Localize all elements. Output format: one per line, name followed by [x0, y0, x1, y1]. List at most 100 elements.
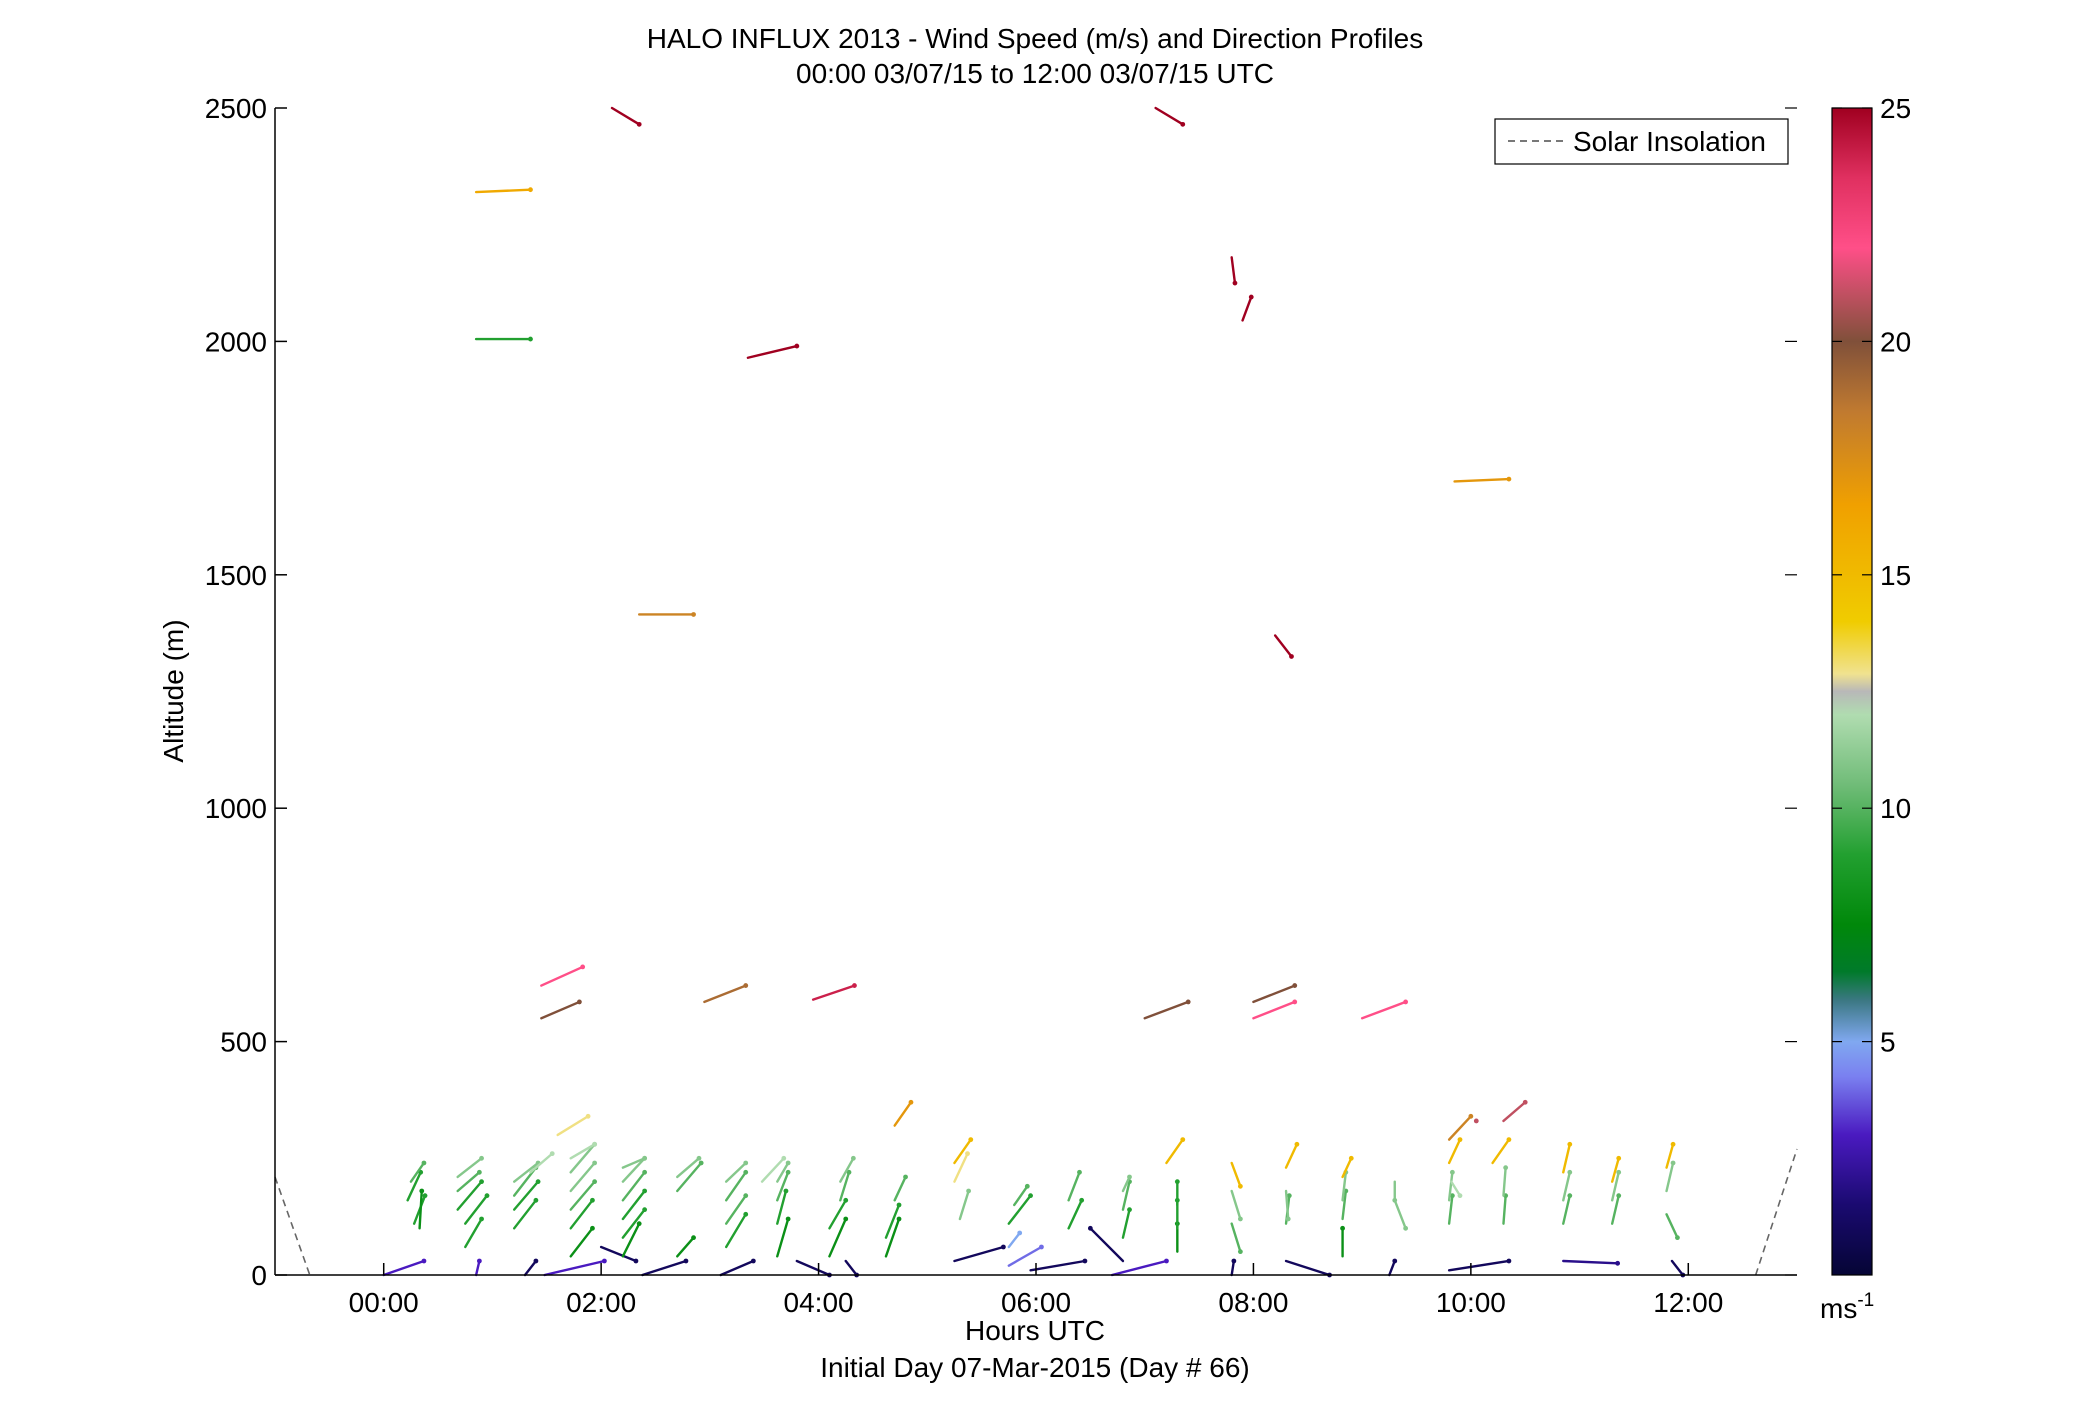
wind-barb [1670, 1259, 1685, 1277]
wind-barb [523, 1259, 538, 1277]
wind-barb-head [1340, 1225, 1345, 1231]
wind-barb-head [846, 1169, 852, 1175]
wind-barb [621, 1171, 646, 1202]
chart-subtitle: 00:00 03/07/15 to 12:00 03/07/15 UTC [796, 58, 1274, 89]
wind-barb [839, 1171, 851, 1202]
wind-barb [464, 1194, 489, 1225]
wind-barb [828, 1217, 847, 1258]
wind-barb-head [1024, 1183, 1030, 1189]
legend-box [1494, 118, 1789, 165]
wind-barb [795, 1259, 831, 1277]
wind-barb [724, 1194, 747, 1225]
wind-barb-head [1449, 1193, 1455, 1199]
wind-barb-head [691, 612, 696, 617]
wind-barb [676, 1161, 703, 1193]
wind-barb-head [585, 1113, 591, 1119]
wind-barb [1341, 1171, 1348, 1202]
colorbar-tick-label: 25 [1880, 93, 1911, 124]
wind-barb-head [590, 1197, 595, 1203]
wind-barb [1665, 1161, 1675, 1193]
wind-barb [1252, 1000, 1296, 1020]
wind-barb-head [1077, 1169, 1082, 1175]
wind-barb [1360, 1000, 1407, 1020]
wind-barb [512, 1180, 540, 1211]
wind-barb [1502, 1166, 1507, 1197]
wind-barb-head [1164, 1258, 1169, 1264]
wind-barb [543, 1259, 606, 1277]
wind-barb [1491, 1138, 1511, 1165]
y-tick-label: 2500 [205, 93, 267, 124]
wind-barb [1447, 1259, 1511, 1272]
wind-barb-head [642, 1169, 648, 1175]
wind-barb [893, 1101, 913, 1127]
wind-barb-head [1232, 280, 1238, 286]
wind-barb [1230, 1161, 1242, 1188]
wind-barb [1013, 1185, 1029, 1207]
wind-barb-head [1127, 1207, 1132, 1213]
wind-barb-head [1180, 1137, 1186, 1143]
legend: Solar Insolation [1494, 118, 1789, 165]
wind-barb-head [602, 1258, 607, 1264]
wind-barb [512, 1199, 538, 1230]
wind-barb [1067, 1199, 1083, 1230]
colorbar-tick-label: 20 [1880, 326, 1911, 357]
x-tick-label: 08:00 [1218, 1287, 1288, 1318]
wind-barb [512, 1161, 540, 1183]
wind-barb [703, 984, 747, 1004]
wind-barb-head [592, 1160, 598, 1166]
wind-barb-head [421, 1160, 427, 1166]
colorbar-gradient [1831, 107, 1873, 1276]
wind-barb-head [642, 1155, 648, 1161]
wind-barb [724, 1171, 747, 1202]
wind-barb-head [636, 121, 642, 127]
wind-barb [811, 984, 856, 1001]
wind-barb [844, 1259, 858, 1277]
x-axis-sublabel: Initial Day 07-Mar-2015 (Day # 66) [820, 1352, 1250, 1383]
wind-barb [776, 1217, 790, 1258]
wind-barb [1252, 984, 1296, 1004]
wind-barb [676, 1157, 701, 1179]
wind-barb [1165, 1138, 1184, 1165]
wind-barb-head [580, 964, 586, 970]
wind-barb-head [785, 1216, 791, 1222]
wind-barb-head [476, 1169, 482, 1175]
wind-barb [776, 1189, 788, 1225]
wind-barb [760, 1157, 785, 1183]
wind-barb [1241, 295, 1253, 322]
wind-barb [1453, 477, 1511, 483]
wind-barb-head [479, 1216, 484, 1222]
wind-barb [621, 1208, 646, 1239]
wind-barb [1562, 1171, 1571, 1202]
wind-barb [1393, 1199, 1407, 1230]
solar-insolation-line [1754, 1148, 1798, 1276]
wind-barb [409, 1161, 426, 1183]
wind-barb [1610, 1194, 1620, 1225]
wind-barb-head [1403, 1225, 1409, 1231]
wind-barb-head [1503, 1165, 1509, 1171]
wind-barb-head [852, 983, 857, 988]
wind-barb [958, 1189, 970, 1221]
wind-barb [1029, 1259, 1087, 1272]
wind-barb-head [1292, 999, 1298, 1005]
wind-barb [529, 1152, 554, 1174]
wind-barb [1447, 1194, 1454, 1225]
wind-barb-head [903, 1174, 908, 1180]
wind-barb-head [843, 1197, 849, 1203]
colorbar-ticks: 5 10 15 20 25 [1832, 93, 1911, 1058]
wind-barb [456, 1171, 481, 1193]
wind-barb-head [1285, 1216, 1291, 1222]
wind-barb [1341, 1157, 1353, 1179]
wind-barb-head [783, 1188, 789, 1194]
wind-barb [1110, 1259, 1168, 1277]
wind-barb-head [1616, 1193, 1622, 1199]
wind-barb-head [636, 1221, 642, 1227]
colorbar-unit-base: ms [1820, 1293, 1857, 1324]
wind-barb-head [592, 1179, 598, 1185]
wind-barb-head [843, 1216, 849, 1222]
wind-barb [621, 1157, 646, 1183]
wind-barb-head [1522, 1099, 1528, 1105]
wind-barb [569, 1227, 594, 1258]
wind-barb [828, 1199, 847, 1230]
wind-barb [1450, 1180, 1462, 1197]
